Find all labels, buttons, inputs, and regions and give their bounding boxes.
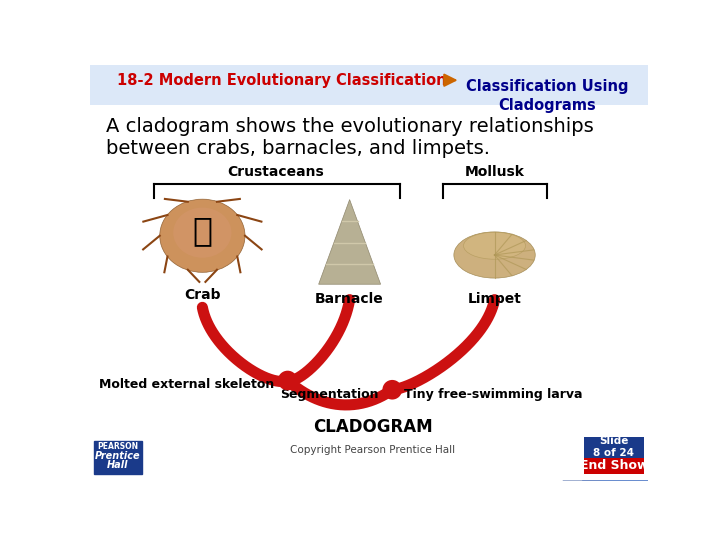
Text: CLADOGRAM: CLADOGRAM: [313, 418, 433, 436]
Bar: [585, 437, 644, 457]
Point: [282, 376, 293, 385]
Text: Tiny free-swimming larva: Tiny free-swimming larva: [404, 388, 582, 401]
Text: Mollusk: Mollusk: [464, 165, 524, 179]
Text: PEARSON: PEARSON: [97, 442, 138, 451]
Text: Segmentation: Segmentation: [281, 388, 379, 401]
Wedge shape: [563, 481, 648, 540]
Bar: [90, 65, 648, 105]
Text: Barnacle: Barnacle: [315, 292, 384, 306]
Text: Molted external skeleton: Molted external skeleton: [99, 378, 274, 391]
Text: 18-2 Modern Evolutionary Classification: 18-2 Modern Evolutionary Classification: [117, 73, 447, 87]
Text: Slide
8 of 24: Slide 8 of 24: [593, 436, 634, 458]
Text: Prentice: Prentice: [95, 451, 140, 461]
Text: Copyright Pearson Prentice Hall: Copyright Pearson Prentice Hall: [290, 445, 456, 455]
Ellipse shape: [160, 199, 245, 272]
Text: Hall: Hall: [107, 460, 129, 470]
Text: Crab: Crab: [184, 288, 220, 302]
Polygon shape: [319, 200, 381, 284]
Text: Crustaceans: Crustaceans: [228, 165, 325, 179]
Bar: [585, 457, 644, 475]
Wedge shape: [90, 26, 129, 65]
Wedge shape: [90, 0, 160, 65]
Text: A cladogram shows the evolutionary relationships
between crabs, barnacles, and l: A cladogram shows the evolutionary relat…: [106, 117, 593, 158]
Text: Classification Using
Cladograms: Classification Using Cladograms: [466, 79, 629, 113]
Text: 🦀: 🦀: [192, 214, 212, 247]
Point: [387, 386, 398, 394]
Wedge shape: [600, 481, 648, 528]
Text: End Show: End Show: [580, 460, 648, 472]
Bar: [94, 441, 142, 475]
Ellipse shape: [464, 232, 526, 259]
Ellipse shape: [174, 208, 231, 258]
Wedge shape: [90, 11, 144, 65]
Ellipse shape: [454, 232, 535, 278]
Wedge shape: [582, 481, 648, 540]
Text: Limpet: Limpet: [467, 292, 521, 306]
